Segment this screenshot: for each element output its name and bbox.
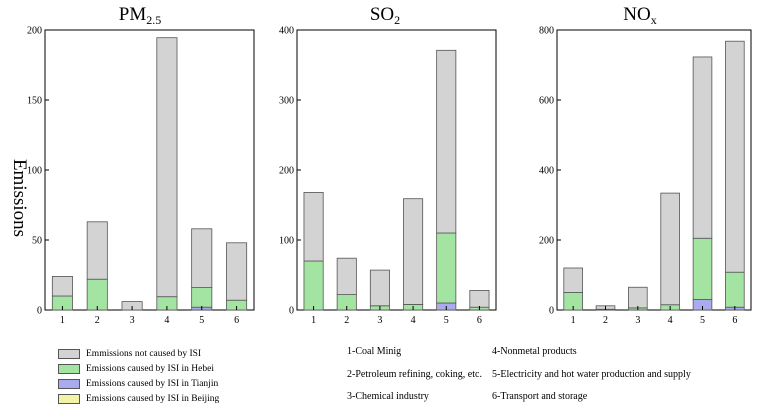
bar-segment — [436, 49, 457, 234]
x-tick-label: 6 — [732, 315, 737, 326]
plot-frame — [296, 29, 497, 311]
legend-swatch-not-isi — [58, 349, 80, 359]
bar-segment — [86, 221, 108, 280]
chart-title: SO2 — [370, 4, 400, 27]
x-tick-label: 6 — [234, 315, 239, 326]
y-tick-label: 800 — [539, 26, 554, 37]
y-tick-label: 150 — [27, 96, 42, 107]
y-tick-label: 300 — [279, 96, 294, 107]
sector-note-1: 1-Coal Minig — [347, 346, 402, 357]
x-tick-label: 2 — [95, 315, 100, 326]
y-tick-label: 600 — [539, 96, 554, 107]
x-tick-label: 4 — [668, 315, 673, 326]
sector-note-4: 4-Nonmetal products — [492, 346, 577, 357]
y-tick-label: 400 — [539, 166, 554, 177]
x-tick-label: 5 — [700, 315, 705, 326]
x-tick-label: 5 — [444, 315, 449, 326]
legend-item: Emissions caused by ISI in Hebei — [58, 362, 219, 376]
legend-swatch-hebei — [58, 364, 80, 374]
sector-note-5: 5-Electricity and hot water production a… — [492, 369, 691, 380]
legend-item: Emmissions not caused by ISI — [58, 347, 219, 361]
x-tick-label: 1 — [311, 315, 316, 326]
bar-segment — [303, 260, 324, 311]
x-tick-label: 4 — [164, 315, 169, 326]
chart-title: PM2.5 — [119, 4, 161, 27]
sector-note-3: 3-Chemical industry — [347, 391, 429, 402]
bar-segment — [660, 192, 680, 306]
bar-segment — [469, 289, 490, 308]
bar-segment — [369, 269, 390, 307]
x-tick-label: 3 — [130, 315, 135, 326]
y-tick-label: 400 — [279, 26, 294, 37]
bar-segment — [436, 232, 457, 304]
bar-segment — [725, 271, 745, 308]
y-tick-label: 200 — [27, 26, 42, 37]
chart-title: NOx — [623, 4, 656, 27]
x-tick-label: 3 — [377, 315, 382, 326]
bar-segment — [156, 37, 178, 298]
y-tick-label: 0 — [549, 306, 554, 317]
legend-item: Emissions caused by ISI in Tianjin — [58, 377, 219, 391]
sector-note-2: 2-Petroleum refining, coking, etc. — [347, 369, 482, 380]
y-tick-label: 200 — [539, 236, 554, 247]
x-tick-label: 1 — [60, 315, 65, 326]
x-tick-label: 6 — [477, 315, 482, 326]
bar-segment — [226, 242, 248, 301]
legend-label: Emissions caused by ISI in Beijing — [86, 394, 220, 404]
legend-swatch-tianjin — [58, 379, 80, 389]
legend-item: Emissions caused by ISI in Beijing — [58, 392, 219, 406]
bar-segment — [628, 286, 648, 309]
bar-segment — [51, 275, 73, 297]
x-tick-label: 2 — [344, 315, 349, 326]
bar-segment — [692, 237, 713, 300]
bar-segment — [563, 267, 583, 293]
bar-segment — [692, 56, 713, 239]
bar-segment — [86, 278, 108, 311]
legend-label: Emissions caused by ISI in Hebei — [86, 364, 214, 374]
plot-frame — [44, 29, 255, 311]
y-tick-label: 100 — [27, 166, 42, 177]
legend: Emmissions not caused by ISI Emissions c… — [58, 347, 219, 407]
bar-segment — [303, 191, 324, 262]
y-tick-label: 0 — [289, 306, 294, 317]
y-axis-label: Emissions — [9, 159, 30, 237]
y-tick-label: 100 — [279, 236, 294, 247]
plot-frame — [556, 29, 752, 311]
x-tick-label: 4 — [411, 315, 416, 326]
bar-segment — [403, 198, 424, 305]
x-tick-label: 5 — [199, 315, 204, 326]
legend-label: Emissions caused by ISI in Tianjin — [86, 379, 219, 389]
x-tick-label: 1 — [571, 315, 576, 326]
bar-segment — [725, 40, 745, 273]
bar-segment — [191, 228, 213, 289]
y-tick-label: 0 — [37, 306, 42, 317]
x-tick-label: 2 — [603, 315, 608, 326]
bar-segment — [191, 287, 213, 308]
bar-segment — [336, 257, 357, 296]
x-tick-label: 3 — [635, 315, 640, 326]
y-tick-label: 200 — [279, 166, 294, 177]
sector-note-6: 6-Transport and storage — [492, 391, 588, 402]
y-tick-label: 50 — [32, 236, 42, 247]
legend-label: Emmissions not caused by ISI — [86, 349, 202, 359]
